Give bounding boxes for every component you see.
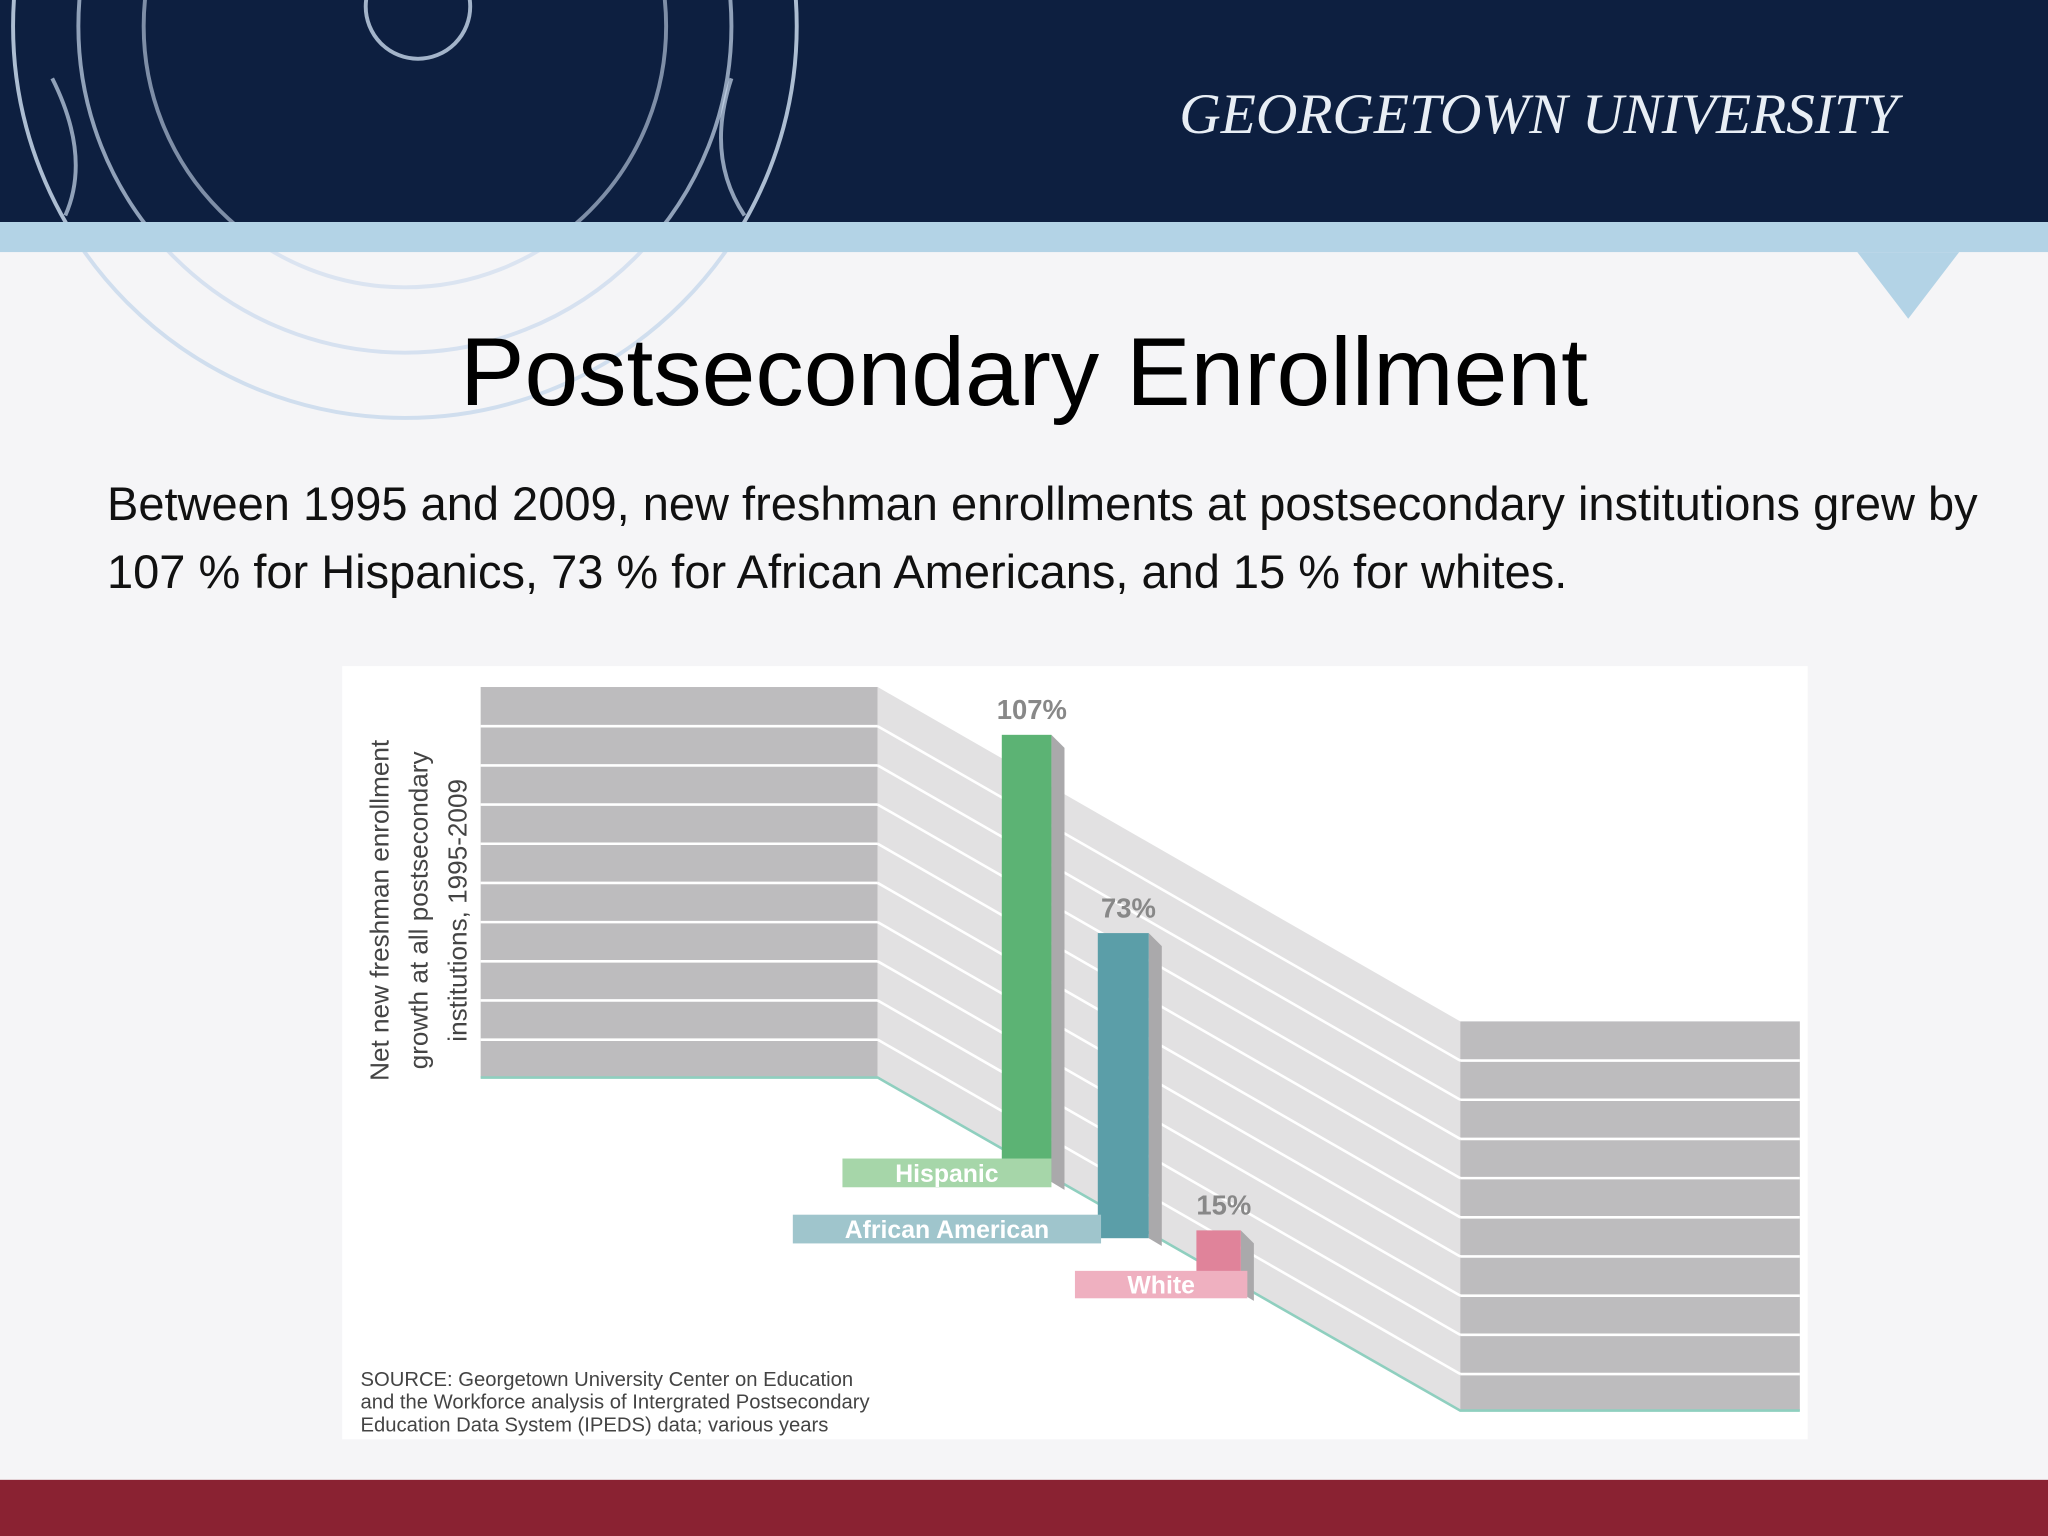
baseline bbox=[480, 1076, 1800, 1412]
backdrop-line bbox=[877, 764, 1461, 1101]
chart: Net new freshman enrollment growth at all… bbox=[360, 687, 1800, 1437]
slide-title: Postsecondary Enrollment bbox=[460, 319, 1588, 426]
category-label: African American bbox=[845, 1217, 1049, 1244]
seal bbox=[11, 0, 799, 420]
backdrop-line bbox=[877, 725, 1461, 1062]
bar bbox=[1001, 734, 1052, 1183]
y-axis-label: institutions, 1995-2009 bbox=[443, 779, 473, 1042]
category-label-box bbox=[1074, 1270, 1248, 1299]
category-label-box bbox=[792, 1214, 1102, 1244]
category-label: Hispanic bbox=[895, 1161, 999, 1188]
bar bbox=[1097, 933, 1149, 1239]
backdrop-line bbox=[877, 803, 1461, 1141]
brand: GEORGETOWN UNIVERSITY bbox=[1179, 83, 1904, 146]
backdrop-line bbox=[877, 999, 1461, 1336]
backdrop-line bbox=[877, 881, 1461, 1219]
y-axis-label: Net new freshman enrollment bbox=[364, 739, 394, 1081]
stripe-notch bbox=[1857, 252, 1960, 319]
bar-shadow bbox=[1148, 933, 1162, 1247]
backdrop-line bbox=[877, 960, 1461, 1297]
backdrop-line bbox=[877, 842, 1461, 1180]
source-note: SOURCE: Georgetown University Center on … bbox=[360, 1369, 853, 1391]
value-label: 73% bbox=[1101, 892, 1156, 923]
backdrop-line bbox=[877, 1038, 1461, 1376]
value-label: 107% bbox=[997, 694, 1067, 725]
backdrop-line bbox=[877, 920, 1461, 1258]
source-note: Education Data System (IPEDS) data; vari… bbox=[360, 1415, 828, 1437]
footer-band bbox=[0, 1479, 2048, 1536]
bar-shadow bbox=[1051, 734, 1065, 1190]
y-axis-label: growth at all postsecondary bbox=[403, 751, 433, 1069]
source-note: and the Workforce analysis of Intergrate… bbox=[360, 1392, 870, 1414]
body-text: Between 1995 and 2009, new freshman enro… bbox=[107, 477, 1978, 598]
header-band bbox=[0, 0, 2048, 223]
category-label: White bbox=[1127, 1273, 1195, 1300]
value-label: 15% bbox=[1196, 1190, 1251, 1221]
category-label-box bbox=[842, 1158, 1052, 1188]
header-stripe bbox=[0, 222, 2048, 253]
